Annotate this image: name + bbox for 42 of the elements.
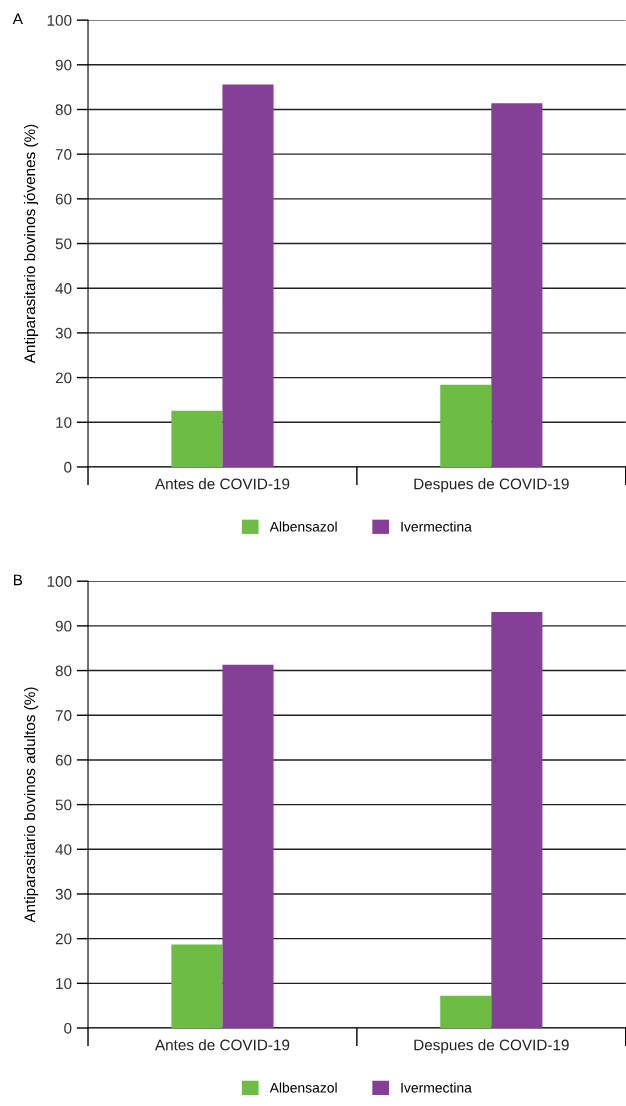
legend-label: Albensazol — [269, 521, 337, 532]
x-tick-label: Despues de COVID-19 — [414, 1039, 569, 1054]
bar — [171, 944, 223, 1029]
legend-label: Albensazol — [269, 1082, 337, 1093]
y-tick-label: 70 — [55, 149, 72, 160]
y-tick-label: 80 — [55, 104, 72, 116]
y-tick-label: 60 — [55, 193, 72, 205]
legend-label: Ivermectina — [401, 521, 472, 532]
y-tick-label: 20 — [55, 372, 72, 384]
y-tick-label: 20 — [55, 933, 72, 945]
bar — [440, 384, 492, 467]
bar — [171, 410, 223, 467]
y-tick-label: 0 — [64, 1022, 72, 1034]
bar — [222, 664, 274, 1029]
y-tick-label: 90 — [55, 59, 72, 71]
bar — [222, 84, 274, 467]
x-tick-label: Antes de COVID-19 — [154, 478, 290, 490]
y-tick-label: 40 — [55, 844, 72, 855]
bar — [491, 612, 543, 1029]
y-tick-label: 0 — [64, 461, 72, 473]
x-tick-label: Antes de COVID-19 — [154, 1039, 290, 1051]
y-tick-label: 100 — [47, 576, 72, 587]
text: A — [12, 13, 23, 25]
bar — [440, 995, 492, 1029]
y-tick-label: 10 — [56, 417, 72, 428]
y-axis-title: Antiparasitario bovinos jóvenes (%) — [23, 124, 39, 364]
y-tick-label: 30 — [55, 327, 72, 339]
y-axis-title: Antiparasitario bovinos adultos (%) — [23, 687, 39, 923]
y-tick-label: 10 — [56, 978, 72, 990]
y-tick-label: 70 — [55, 710, 72, 721]
bar — [491, 103, 543, 467]
y-tick-label: 50 — [55, 799, 72, 811]
y-tick-label: 80 — [55, 665, 72, 677]
y-tick-label: 60 — [55, 754, 72, 766]
y-tick-label: 100 — [47, 15, 72, 26]
text: B — [13, 574, 23, 586]
y-tick-label: 40 — [55, 283, 72, 294]
y-tick-label: 90 — [55, 620, 72, 632]
legend-label: Ivermectina — [401, 1082, 472, 1093]
y-tick-label: 50 — [55, 238, 72, 250]
y-tick-label: 30 — [55, 888, 72, 900]
x-tick-label: Despues de COVID-19 — [414, 478, 569, 493]
